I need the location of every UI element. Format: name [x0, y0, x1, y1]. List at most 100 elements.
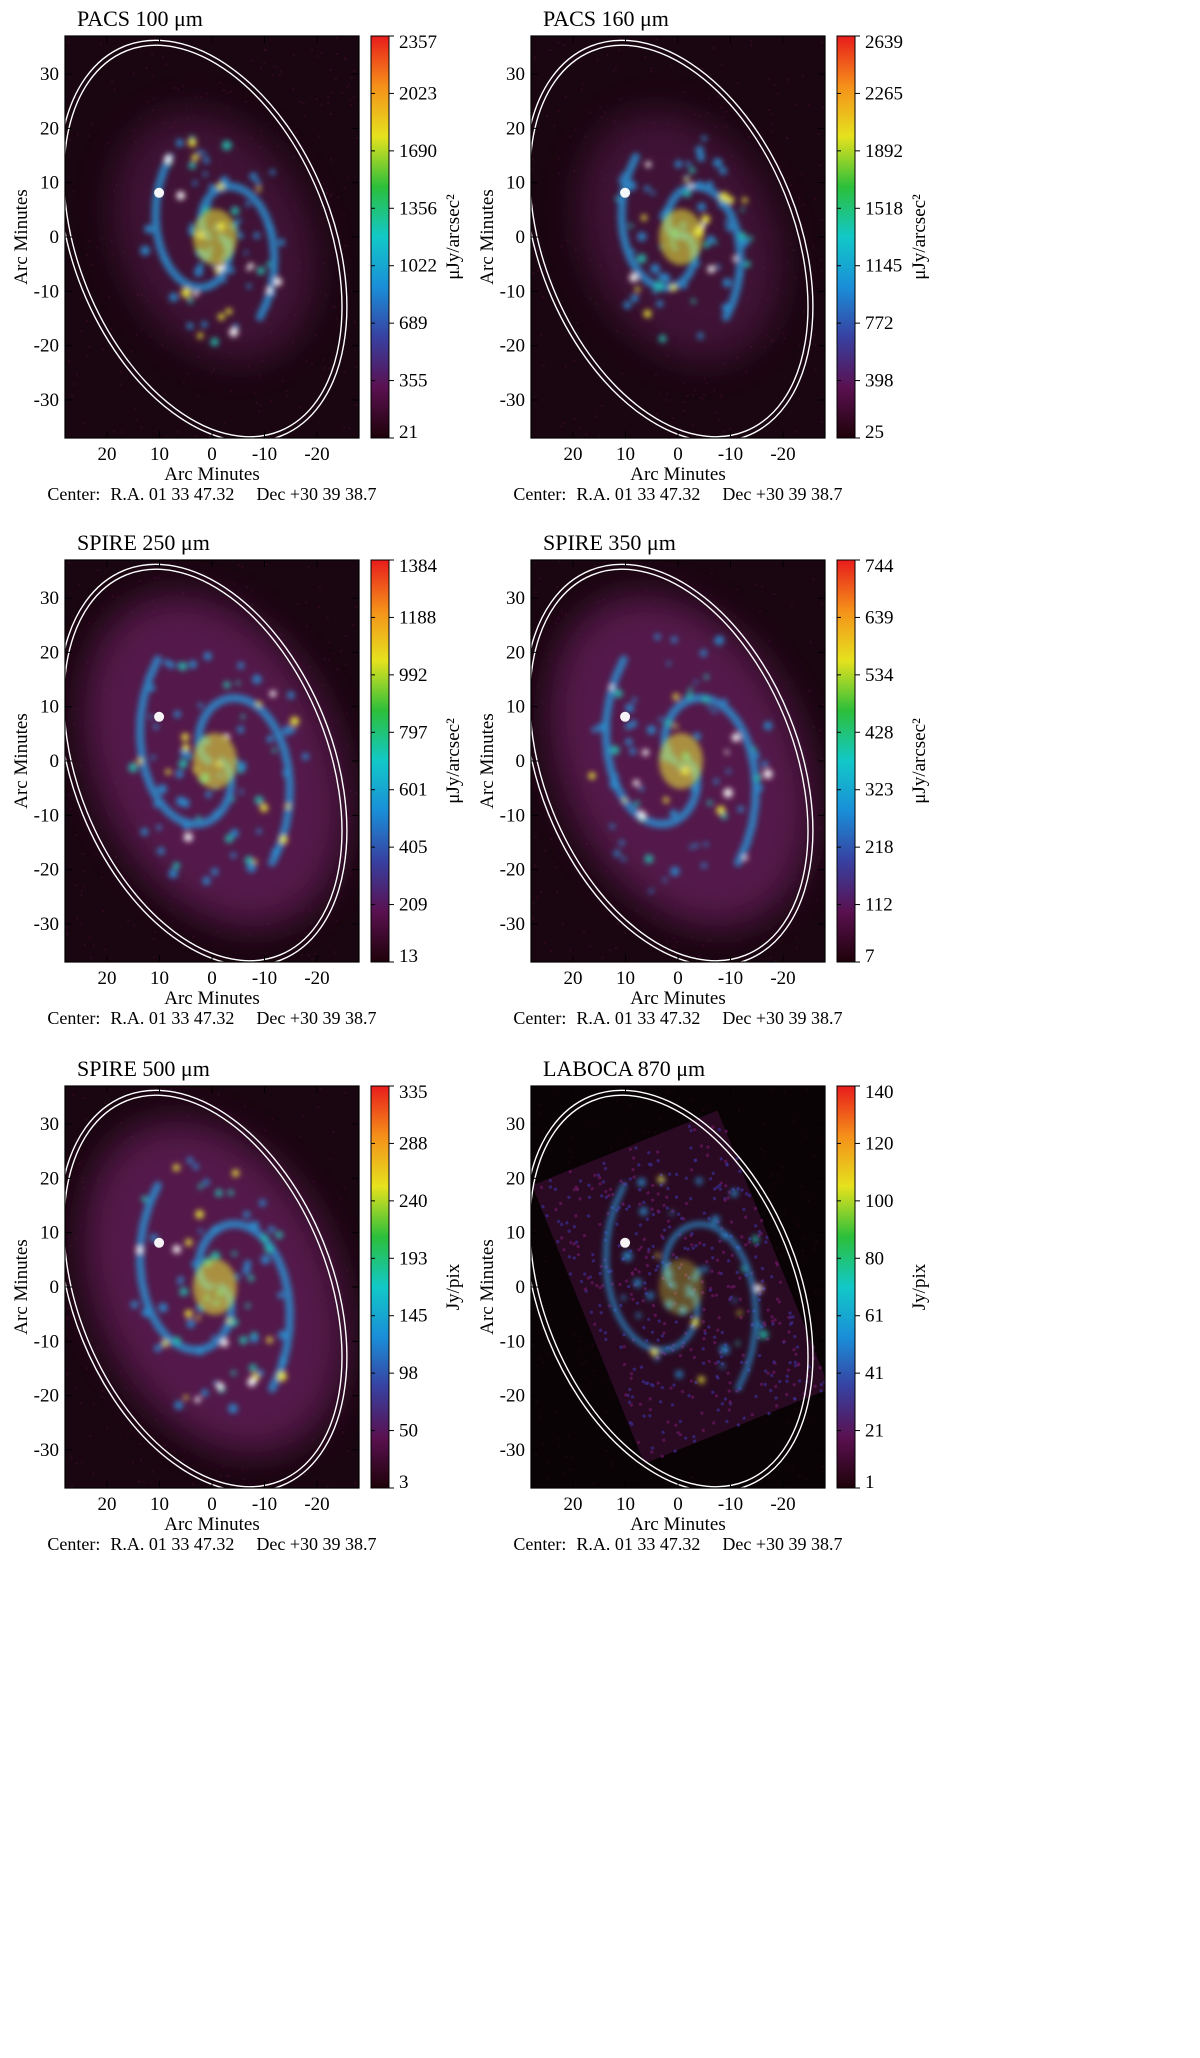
colorbar-tick-label: 50 — [399, 1421, 418, 1442]
x-axis-label: Arc Minutes — [630, 1514, 726, 1535]
y-tick-label: -30 — [34, 914, 59, 935]
y-tick-label: 10 — [506, 697, 525, 718]
center-prefix: Center: — [47, 1008, 100, 1028]
colorbar-tick-label: 13 — [399, 946, 418, 967]
y-tick-label: 30 — [506, 1114, 525, 1135]
y-tick-label: 10 — [506, 1223, 525, 1244]
colorbar — [370, 1085, 390, 1489]
y-tick-label: -30 — [500, 390, 525, 411]
colorbar-unit-label: μJy/arcsec² — [909, 718, 930, 804]
colorbar-tick-label: 145 — [399, 1306, 428, 1327]
colorbar-tick-label: 3 — [399, 1472, 409, 1493]
x-tick-label: -10 — [252, 1494, 277, 1515]
center-coordinates: Center: R.A. 01 33 47.32 Dec +30 39 38.7 — [47, 484, 376, 504]
colorbar-tick-label: 80 — [865, 1248, 884, 1269]
center-dec: Dec +30 39 38.7 — [722, 1008, 842, 1028]
colorbar-tick-label: 1892 — [865, 141, 903, 162]
colorbar-tick-label: 428 — [865, 722, 894, 743]
y-tick-label: 0 — [50, 1277, 60, 1298]
colorbar-tick-label: 335 — [399, 1082, 428, 1103]
colorbar-tick-label: 1188 — [399, 607, 436, 628]
y-tick-label: 20 — [40, 642, 59, 663]
y-tick-label: 10 — [40, 1223, 59, 1244]
colorbar-tick-label: 1 — [865, 1472, 875, 1493]
y-tick-label: -20 — [34, 860, 59, 881]
x-tick-label: 20 — [98, 444, 117, 465]
y-axis-label: Arc Minutes — [477, 713, 498, 809]
y-tick-label: 30 — [40, 64, 59, 85]
center-ra: R.A. 01 33 47.32 — [576, 1008, 700, 1028]
y-tick-label: 20 — [506, 642, 525, 663]
x-tick-label: 0 — [673, 968, 683, 989]
y-tick-label: 30 — [506, 588, 525, 609]
y-tick-label: 20 — [40, 118, 59, 139]
colorbar-tick-label: 112 — [865, 895, 893, 916]
center-coordinates: Center: R.A. 01 33 47.32 Dec +30 39 38.7 — [513, 1534, 842, 1554]
colorbar-tick-label: 120 — [865, 1133, 894, 1154]
x-tick-label: 20 — [564, 1494, 583, 1515]
map-panel: SPIRE 350 μm 30 20 10 0 -10 -20 -30 20 10 0 -10 -20 A… — [477, 530, 930, 1028]
center-coordinates: Center: R.A. 01 33 47.32 Dec +30 39 38.7 — [513, 1008, 842, 1028]
colorbar-tick-label: 21 — [399, 422, 418, 443]
center-prefix: Center: — [47, 1534, 100, 1554]
center-ra: R.A. 01 33 47.32 — [576, 1534, 700, 1554]
map-panel: SPIRE 500 μm 30 20 10 0 -10 -20 -30 20 10 0 -10 -20 A… — [11, 1056, 464, 1554]
center-ra: R.A. 01 33 47.32 — [110, 484, 234, 504]
colorbar-tick-label: 398 — [865, 371, 894, 392]
colorbar-unit-label: μJy/arcsec² — [443, 718, 464, 804]
map-panel: PACS 160 μm 30 20 10 0 -10 -20 -30 20 10 0 -10 -20 Ar… — [477, 6, 930, 504]
center-prefix: Center: — [513, 1008, 566, 1028]
center-coordinates: Center: R.A. 01 33 47.32 Dec +30 39 38.7 — [513, 484, 842, 504]
center-prefix: Center: — [513, 484, 566, 504]
y-tick-label: -20 — [500, 1386, 525, 1407]
panel-title: PACS 100 μm — [77, 6, 203, 31]
y-tick-label: -20 — [500, 336, 525, 357]
x-tick-label: -20 — [770, 444, 795, 465]
y-tick-label: -30 — [500, 1440, 525, 1461]
colorbar-tick-label: 744 — [865, 556, 894, 577]
y-axis-label: Arc Minutes — [11, 713, 32, 809]
x-tick-label: 20 — [564, 444, 583, 465]
y-tick-label: -20 — [34, 336, 59, 357]
x-axis-label: Arc Minutes — [630, 988, 726, 1009]
y-axis-label: Arc Minutes — [11, 1239, 32, 1335]
x-tick-label: 20 — [98, 968, 117, 989]
colorbar-tick-label: 1518 — [865, 198, 903, 219]
y-tick-label: -20 — [500, 860, 525, 881]
y-tick-label: 0 — [50, 227, 60, 248]
colorbar — [370, 559, 390, 963]
panel-title: SPIRE 250 μm — [77, 530, 210, 555]
x-tick-label: 10 — [150, 968, 169, 989]
colorbar — [836, 559, 856, 963]
center-coordinates: Center: R.A. 01 33 47.32 Dec +30 39 38.7 — [47, 1534, 376, 1554]
colorbar-tick-label: 98 — [399, 1363, 418, 1384]
y-tick-label: 0 — [50, 751, 60, 772]
x-tick-label: 0 — [673, 1494, 683, 1515]
y-axis-label: Arc Minutes — [11, 189, 32, 285]
x-tick-label: 0 — [207, 444, 217, 465]
x-tick-label: -20 — [304, 968, 329, 989]
x-axis-label: Arc Minutes — [630, 464, 726, 485]
x-tick-label: -20 — [304, 444, 329, 465]
x-tick-label: 10 — [616, 968, 635, 989]
x-tick-label: -10 — [252, 444, 277, 465]
colorbar-tick-label: 193 — [399, 1248, 428, 1269]
center-dec: Dec +30 39 38.7 — [256, 1534, 376, 1554]
y-tick-label: 30 — [40, 1114, 59, 1135]
y-tick-label: 0 — [516, 1277, 526, 1298]
colorbar-tick-label: 405 — [399, 837, 428, 858]
y-tick-label: -10 — [500, 805, 525, 826]
x-tick-label: -20 — [770, 968, 795, 989]
map-panel: SPIRE 250 μm 30 20 10 0 -10 -20 -30 20 10 0 -10 -20 A… — [11, 530, 464, 1028]
x-tick-label: 10 — [616, 444, 635, 465]
colorbar-tick-label: 1384 — [399, 556, 438, 577]
panel-title: LABOCA 870 μm — [543, 1056, 705, 1081]
colorbar-tick-label: 7 — [865, 946, 875, 967]
colorbar-tick-label: 1356 — [399, 198, 437, 219]
x-tick-label: 0 — [673, 444, 683, 465]
colorbar-tick-label: 1022 — [399, 256, 437, 277]
y-tick-label: -10 — [500, 1331, 525, 1352]
center-dec: Dec +30 39 38.7 — [722, 484, 842, 504]
